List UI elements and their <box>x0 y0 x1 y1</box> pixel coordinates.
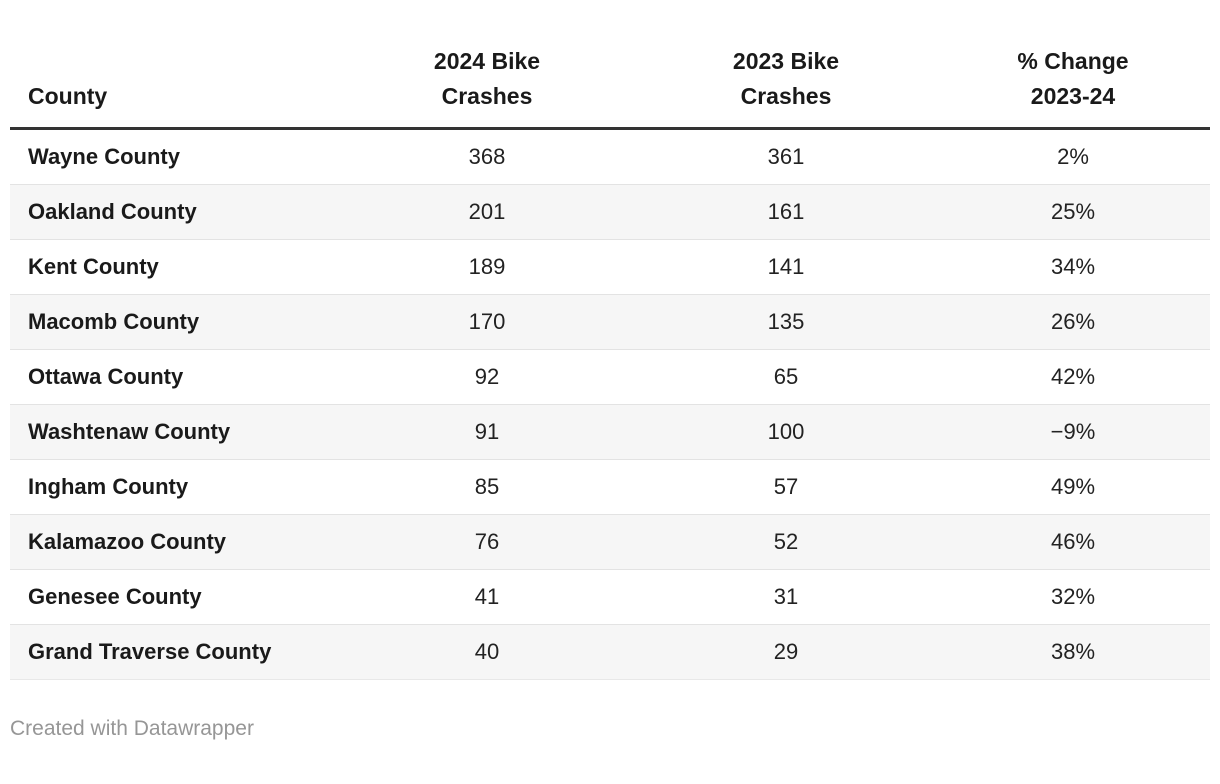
county-label: Washtenaw County <box>28 418 231 444</box>
table-row: Oakland County 201 161 25% <box>10 183 1210 239</box>
table-row: Wayne County 368 361 2% <box>10 128 1210 184</box>
cell-2023-crashes: 65 <box>636 348 936 404</box>
cell-pct-change: 34% <box>936 238 1210 294</box>
cell-2023-crashes: 100 <box>636 403 936 459</box>
cell-county: Oakland County <box>10 183 338 239</box>
cell-county: Ingham County <box>10 458 338 514</box>
cell-2024-crashes: 41 <box>338 568 636 624</box>
table-row: Grand Traverse County 40 29 38% <box>10 623 1210 680</box>
county-label: Genesee County <box>28 583 202 609</box>
cell-county: Ottawa County <box>10 348 338 404</box>
cell-county: Wayne County <box>10 128 338 184</box>
cell-county: Macomb County <box>10 293 338 349</box>
county-label: Oakland County <box>28 198 197 224</box>
cell-2024-crashes: 92 <box>338 348 636 404</box>
cell-2024-crashes: 170 <box>338 293 636 349</box>
county-label: Ottawa County <box>28 363 184 389</box>
county-label: Grand Traverse County <box>28 638 272 664</box>
table-body: Wayne County 368 361 2% Oakland County 2… <box>10 128 1210 680</box>
cell-pct-change: 49% <box>936 458 1210 514</box>
table-row: Washtenaw County 91 100 −9% <box>10 403 1210 459</box>
cell-2024-crashes: 201 <box>338 183 636 239</box>
cell-pct-change: −9% <box>936 403 1210 459</box>
cell-county: Kalamazoo County <box>10 513 338 569</box>
cell-pct-change: 2% <box>1057 143 1089 169</box>
cell-2024-crashes: 85 <box>338 458 636 514</box>
header-row: County 2024 Bike Crashes 2023 Bike Crash… <box>10 0 1210 130</box>
cell-2024-crashes: 189 <box>338 238 636 294</box>
cell-pct-change: 25% <box>936 183 1210 239</box>
bike-crashes-table-wrap: County 2024 Bike Crashes 2023 Bike Crash… <box>10 0 1210 680</box>
cell-2023-crashes: 52 <box>636 513 936 569</box>
column-header-2023-crashes: 2023 Bike Crashes <box>636 0 936 130</box>
cell-pct-change: 26% <box>936 293 1210 349</box>
cell-county: Genesee County <box>10 568 338 624</box>
datawrapper-credit-link[interactable]: Created with Datawrapper <box>10 716 254 740</box>
cell-2024-crashes: 91 <box>338 403 636 459</box>
cell-2024-crashes: 368 <box>468 143 506 169</box>
cell-2023-crashes: 29 <box>636 623 936 680</box>
county-label: Kalamazoo County <box>28 528 227 554</box>
footer: Created with Datawrapper <box>10 717 1210 741</box>
cell-pct-change: 38% <box>936 623 1210 680</box>
cell-2023-crashes: 135 <box>636 293 936 349</box>
cell-pct-change: 32% <box>936 568 1210 624</box>
county-label: Ingham County <box>28 473 189 499</box>
cell-county: Grand Traverse County <box>10 623 338 680</box>
cell-2023-crashes: 141 <box>636 238 936 294</box>
county-label: Macomb County <box>28 308 200 334</box>
column-header-2024-crashes: 2024 Bike Crashes <box>338 0 636 130</box>
cell-pct-change: 42% <box>936 348 1210 404</box>
cell-2024-crashes: 76 <box>338 513 636 569</box>
table-row: Macomb County 170 135 26% <box>10 293 1210 349</box>
table-row: Ottawa County 92 65 42% <box>10 348 1210 404</box>
cell-2023-crashes: 361 <box>767 143 805 169</box>
table-row: Ingham County 85 57 49% <box>10 458 1210 514</box>
cell-2023-crashes: 31 <box>636 568 936 624</box>
cell-county: Washtenaw County <box>10 403 338 459</box>
county-label: Kent County <box>28 253 159 279</box>
cell-2023-crashes: 57 <box>636 458 936 514</box>
table-row: Kalamazoo County 76 52 46% <box>10 513 1210 569</box>
cell-2024-crashes: 40 <box>338 623 636 680</box>
cell-county: Kent County <box>10 238 338 294</box>
table-header: County 2024 Bike Crashes 2023 Bike Crash… <box>10 0 1210 130</box>
cell-2023-crashes: 161 <box>636 183 936 239</box>
column-header-county: County <box>10 0 338 130</box>
column-header-pct-change: % Change 2023-24 <box>936 0 1210 130</box>
cell-pct-change: 46% <box>936 513 1210 569</box>
table-row: Kent County 189 141 34% <box>10 238 1210 294</box>
table-row: Genesee County 41 31 32% <box>10 568 1210 624</box>
county-label: Wayne County <box>28 143 180 169</box>
bike-crashes-table: County 2024 Bike Crashes 2023 Bike Crash… <box>10 0 1210 680</box>
